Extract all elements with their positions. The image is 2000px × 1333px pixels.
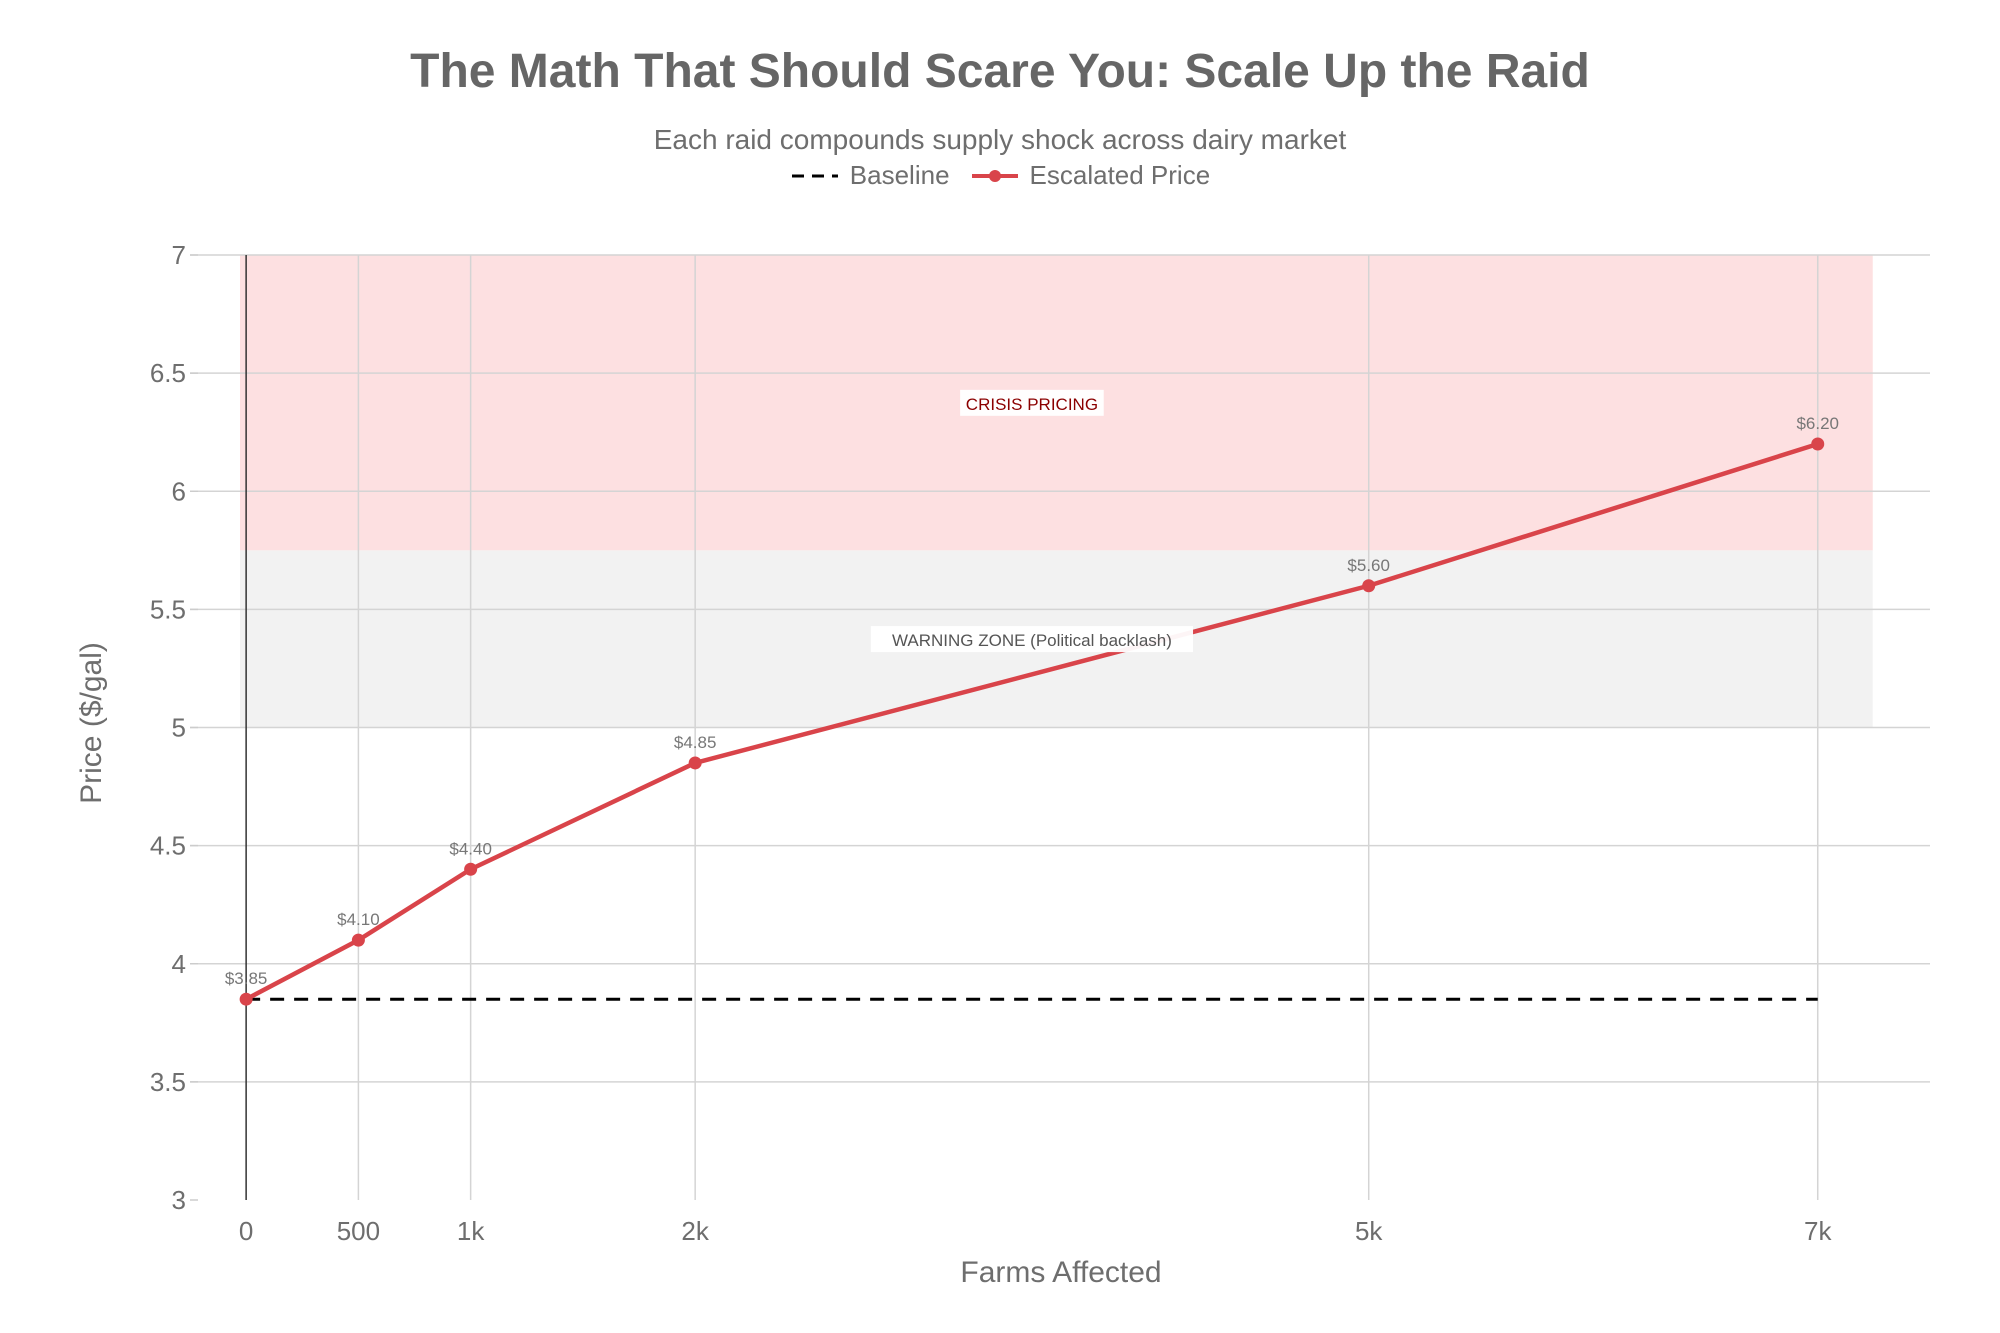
escalated-price-label: $5.60 xyxy=(1347,556,1390,575)
x-tick-label: 5k xyxy=(1355,1216,1383,1246)
y-tick-label: 3 xyxy=(172,1185,186,1215)
x-tick-label: 7k xyxy=(1804,1216,1832,1246)
axes: 3 3.5 4 4.5 5 5.5 6 6.5 7 0 500 1k 2k 5k 7k xyxy=(150,240,1833,1246)
escalated-price-label: $3.85 xyxy=(225,969,268,988)
zone-label-1: CRISIS PRICING xyxy=(966,395,1098,414)
escalated-price-label: $4.85 xyxy=(674,733,717,752)
data-labels: WARNING ZONE (Political backlash) CRISIS … xyxy=(225,389,1839,988)
y-tick-label: 7 xyxy=(172,240,186,270)
zone-label-0: WARNING ZONE (Political backlash) xyxy=(892,631,1172,650)
x-tick-label: 500 xyxy=(337,1216,380,1246)
zone-label-bg-1 xyxy=(960,389,1104,416)
escalated-price-label: $4.40 xyxy=(449,839,492,858)
y-tick-label: 3.5 xyxy=(150,1067,186,1097)
series-layer xyxy=(239,437,1825,1006)
x-tick-label: 2k xyxy=(681,1216,709,1246)
legend-item-escalated: Escalated Price xyxy=(970,160,1211,191)
y-axis-label: Price ($/gal) xyxy=(75,642,108,804)
escalated-price-point xyxy=(464,862,478,876)
y-tick-label: 5.5 xyxy=(150,594,186,624)
legend: Baseline Escalated Price xyxy=(0,160,2000,191)
escalated-price-label: $6.20 xyxy=(1796,414,1839,433)
y-tick-label: 6.5 xyxy=(150,358,186,388)
escalated-price-point xyxy=(351,933,365,947)
legend-label-escalated: Escalated Price xyxy=(1029,160,1211,190)
x-tick-label: 1k xyxy=(457,1216,485,1246)
x-axis-label: Farms Affected xyxy=(960,1256,1162,1289)
y-tick-label: 5 xyxy=(172,713,186,743)
x-tick-label: 0 xyxy=(239,1216,253,1246)
zone-label-bg-0 xyxy=(870,626,1194,653)
escalated-price-point xyxy=(239,992,253,1006)
legend-swatch-escalated xyxy=(971,169,1018,182)
legend-swatch-baseline xyxy=(791,174,838,177)
escalated-price-label: $4.10 xyxy=(337,910,380,929)
grid-lines xyxy=(190,254,1930,1200)
zone-bands xyxy=(240,255,1873,728)
legend-label-baseline: Baseline xyxy=(849,160,950,190)
chart-subtitle: Each raid compounds supply shock across … xyxy=(653,124,1347,155)
y-tick-label: 6 xyxy=(172,476,186,506)
escalated-price-point xyxy=(688,756,702,770)
escalated-price-line xyxy=(245,441,1819,1002)
chart-title: The Math That Should Scare You: Scale Up… xyxy=(410,45,1590,98)
escalated-price-point xyxy=(1362,579,1376,593)
escalated-price-point xyxy=(1811,437,1825,451)
legend-item-baseline: Baseline xyxy=(790,160,950,191)
y-tick-label: 4 xyxy=(172,949,186,979)
y-tick-label: 4.5 xyxy=(150,831,186,861)
